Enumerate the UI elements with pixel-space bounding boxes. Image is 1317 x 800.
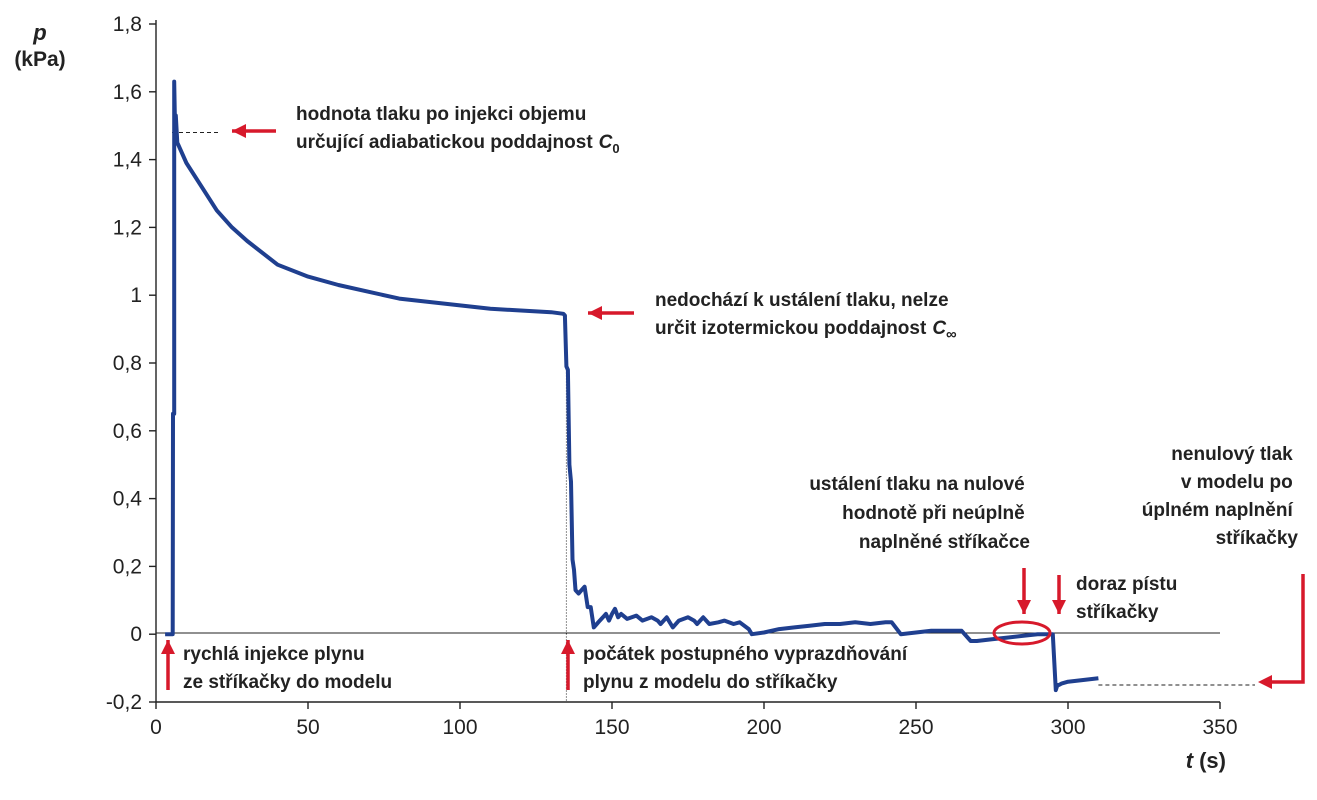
arrow-fast-injection-head [161,640,175,654]
annotation-emptying-start: počátek postupného vyprazdňování plynu z… [583,644,912,693]
x-tick-label: 300 [1050,716,1085,739]
arrow-emptying-start-head [561,640,575,654]
annotation-zero-steady: ustálení tlaku na nulové hodnotě při neú… [809,474,1030,553]
x-axis-symbol: t [1186,748,1195,773]
y-tick-label: 1,4 [113,149,143,172]
y-tick-label: -0,2 [106,691,142,714]
y-tick-label: 0,4 [113,488,143,511]
y-tick-label: 1,8 [113,13,142,36]
arrow-isothermal-head [588,306,602,320]
y-tick-label: 1,2 [113,216,142,239]
x-tick-label: 0 [150,716,162,739]
x-tick-label: 200 [746,716,781,739]
y-tick-label: 0 [130,623,142,646]
x-tick-label: 350 [1202,716,1237,739]
arrow-nonzero-pressure [1272,574,1305,684]
x-axis-label: t (s) [1186,748,1226,773]
arrow-zero-steady-head [1017,600,1031,614]
annotation-adiabatic: hodnota tlaku po injekci objemu určující… [296,104,620,156]
x-tick-label: 100 [442,716,477,739]
arrow-piston-stop-head [1052,600,1066,614]
arrow-adiabatic-head [232,124,246,138]
y-tick-label: 1 [130,284,142,307]
x-axis-unit: (s) [1199,748,1226,773]
annotation-piston-stop: doraz pístu stříkačky [1076,574,1183,623]
annotation-fast-injection: rychlá injekce plynu ze stříkačky do mod… [183,644,392,693]
arrow-nonzero-pressure-head [1258,675,1272,689]
y-tick-label: 1,6 [113,81,142,104]
y-axis-unit: (kPa) [14,48,65,71]
y-tick-label: 0,8 [113,352,142,375]
y-axis-symbol: p [32,20,46,45]
y-tick-label: 0,6 [113,420,142,443]
zero-steady-highlight [992,620,1052,646]
annotation-nonzero-pressure: nenulový tlak v modelu po úplném naplněn… [1142,444,1299,549]
x-tick-label: 150 [594,716,629,739]
y-tick-label: 0,2 [113,555,142,578]
x-tick-label: 250 [898,716,933,739]
annotation-isothermal: nedochází k ustálení tlaku, nelze určit … [655,290,957,343]
series-line [165,79,1099,693]
x-tick-label: 50 [296,716,319,739]
